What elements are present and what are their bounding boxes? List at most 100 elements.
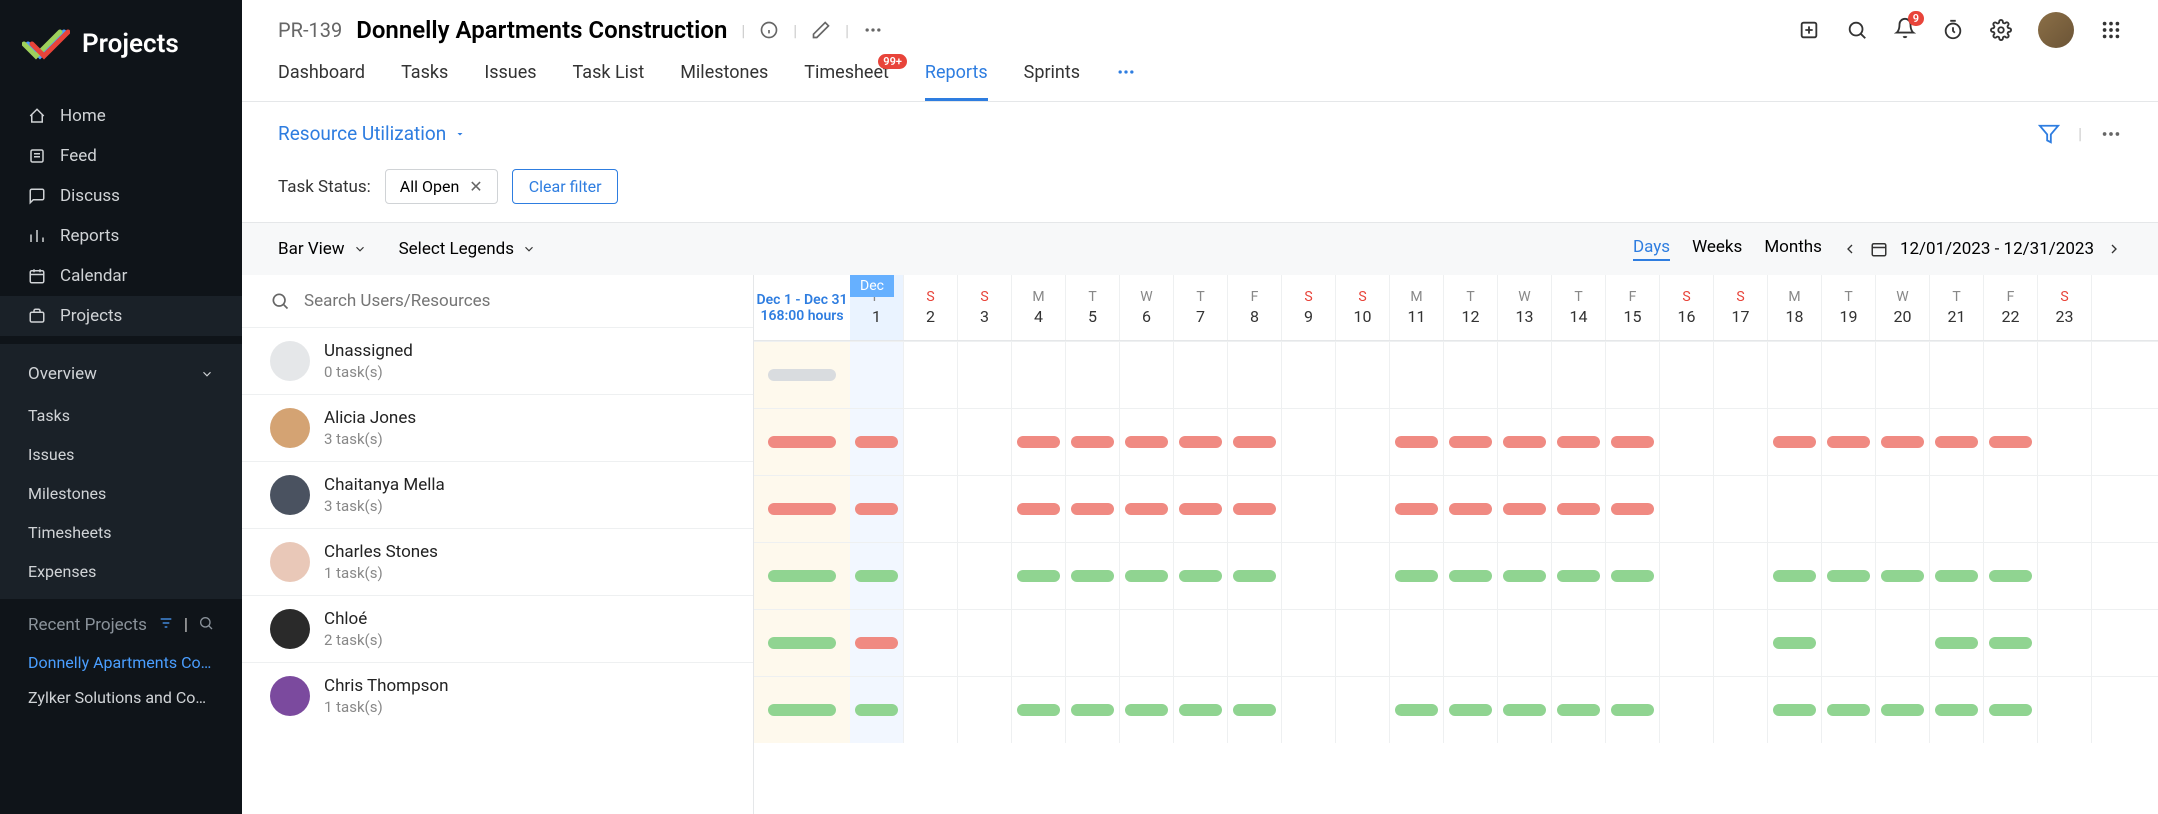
- gantt-cell[interactable]: [904, 476, 958, 542]
- gantt-cell[interactable]: [1606, 677, 1660, 743]
- tab-dashboard[interactable]: Dashboard: [278, 62, 365, 101]
- gantt-cell[interactable]: [850, 677, 904, 743]
- gantt-cell[interactable]: [1228, 677, 1282, 743]
- gantt-cell[interactable]: [1876, 543, 1930, 609]
- gantt-cell[interactable]: [904, 677, 958, 743]
- gantt-cell[interactable]: [1768, 342, 1822, 408]
- filter-icon[interactable]: [158, 615, 174, 631]
- legends-dropdown[interactable]: Select Legends: [399, 239, 536, 259]
- gantt-cell[interactable]: [1390, 342, 1444, 408]
- gantt-cell[interactable]: [1498, 677, 1552, 743]
- user-avatar[interactable]: [2038, 12, 2074, 48]
- search-icon[interactable]: [198, 615, 214, 631]
- search-icon[interactable]: [270, 291, 290, 311]
- day-column[interactable]: T14: [1552, 275, 1606, 340]
- gantt-cell[interactable]: [1012, 610, 1066, 676]
- gantt-cell[interactable]: [2038, 677, 2092, 743]
- gantt-cell[interactable]: [1174, 476, 1228, 542]
- gantt-cell[interactable]: [1228, 476, 1282, 542]
- gantt-cell[interactable]: [1606, 409, 1660, 475]
- tab-milestones[interactable]: Milestones: [680, 62, 768, 101]
- gantt-cell[interactable]: [1228, 610, 1282, 676]
- gantt-cell[interactable]: [1876, 677, 1930, 743]
- gantt-cell[interactable]: [1390, 476, 1444, 542]
- gantt-cell[interactable]: [1444, 543, 1498, 609]
- gantt-cell[interactable]: [1012, 543, 1066, 609]
- gantt-cell[interactable]: [1336, 677, 1390, 743]
- settings-icon[interactable]: [1990, 19, 2012, 41]
- view-weeks[interactable]: Weeks: [1692, 237, 1742, 261]
- gantt-cell[interactable]: [1120, 610, 1174, 676]
- gantt-cell[interactable]: [2038, 409, 2092, 475]
- tab-issues[interactable]: Issues: [484, 62, 536, 101]
- gantt-cell[interactable]: [1822, 543, 1876, 609]
- gantt-cell[interactable]: [1498, 409, 1552, 475]
- gantt-cell[interactable]: [1984, 476, 2038, 542]
- gantt-cell[interactable]: [958, 677, 1012, 743]
- gantt-cell[interactable]: [1930, 543, 1984, 609]
- gantt-cell[interactable]: [1390, 677, 1444, 743]
- gantt-cell[interactable]: [958, 476, 1012, 542]
- view-months[interactable]: Months: [1764, 237, 1822, 261]
- day-column[interactable]: T5: [1066, 275, 1120, 340]
- gantt-cell[interactable]: [850, 476, 904, 542]
- more-icon[interactable]: [863, 20, 883, 40]
- gantt-cell[interactable]: [850, 409, 904, 475]
- gantt-cell[interactable]: [1768, 476, 1822, 542]
- day-column[interactable]: W6: [1120, 275, 1174, 340]
- day-column[interactable]: S16: [1660, 275, 1714, 340]
- gantt-cell[interactable]: [1606, 476, 1660, 542]
- date-range[interactable]: 12/01/2023 - 12/31/2023: [1900, 239, 2094, 259]
- gantt-cell[interactable]: [1174, 677, 1228, 743]
- gantt-cell[interactable]: [1714, 677, 1768, 743]
- tab-tasks[interactable]: Tasks: [401, 62, 448, 101]
- gantt-cell[interactable]: [850, 610, 904, 676]
- gantt-cell[interactable]: [1174, 409, 1228, 475]
- gantt-cell[interactable]: [1660, 543, 1714, 609]
- gantt-cell[interactable]: [1876, 342, 1930, 408]
- gantt-cell[interactable]: [1444, 677, 1498, 743]
- gantt-cell[interactable]: [1768, 409, 1822, 475]
- search-icon[interactable]: [1846, 19, 1868, 41]
- gantt-cell[interactable]: [1120, 476, 1174, 542]
- gantt-cell[interactable]: [1768, 610, 1822, 676]
- gantt-cell[interactable]: [1606, 610, 1660, 676]
- next-icon[interactable]: [2106, 241, 2122, 257]
- gantt-cell[interactable]: [1174, 543, 1228, 609]
- gantt-cell[interactable]: [1876, 476, 1930, 542]
- gantt-cell[interactable]: [904, 610, 958, 676]
- day-column[interactable]: S3: [958, 275, 1012, 340]
- gantt-cell[interactable]: [1552, 543, 1606, 609]
- gantt-cell[interactable]: [1282, 677, 1336, 743]
- tab-reports[interactable]: Reports: [925, 62, 988, 101]
- gantt-cell[interactable]: [1120, 677, 1174, 743]
- gantt-cell[interactable]: [1606, 342, 1660, 408]
- resource-row[interactable]: Chloé 2 task(s): [242, 595, 753, 662]
- gantt-cell[interactable]: [1498, 610, 1552, 676]
- resource-row[interactable]: Chris Thompson 1 task(s): [242, 662, 753, 729]
- sub-tasks[interactable]: Tasks: [0, 396, 242, 435]
- gantt-cell[interactable]: [1660, 409, 1714, 475]
- filter-chip[interactable]: All Open ✕: [385, 169, 498, 204]
- sub-milestones[interactable]: Milestones: [0, 474, 242, 513]
- gantt-cell[interactable]: [1012, 677, 1066, 743]
- gantt-cell[interactable]: [2038, 342, 2092, 408]
- sub-timesheets[interactable]: Timesheets: [0, 513, 242, 552]
- gantt-cell[interactable]: [1822, 476, 1876, 542]
- gantt-cell[interactable]: [1768, 543, 1822, 609]
- gantt-cell[interactable]: [1336, 409, 1390, 475]
- gantt-cell[interactable]: [1282, 342, 1336, 408]
- gantt-cell[interactable]: [1390, 409, 1444, 475]
- gantt-cell[interactable]: [1552, 610, 1606, 676]
- gantt-cell[interactable]: [1984, 342, 2038, 408]
- day-column[interactable]: M4: [1012, 275, 1066, 340]
- gantt-cell[interactable]: [1768, 677, 1822, 743]
- gantt-cell[interactable]: [1552, 677, 1606, 743]
- nav-reports[interactable]: Reports: [0, 216, 242, 256]
- gantt-cell[interactable]: [850, 342, 904, 408]
- tab-timesheet[interactable]: Timesheet99+: [804, 62, 889, 101]
- gantt-cell[interactable]: [958, 610, 1012, 676]
- gantt-cell[interactable]: [1336, 610, 1390, 676]
- recent-project-1[interactable]: Donnelly Apartments Cons: [0, 645, 242, 680]
- gantt-cell[interactable]: [1552, 409, 1606, 475]
